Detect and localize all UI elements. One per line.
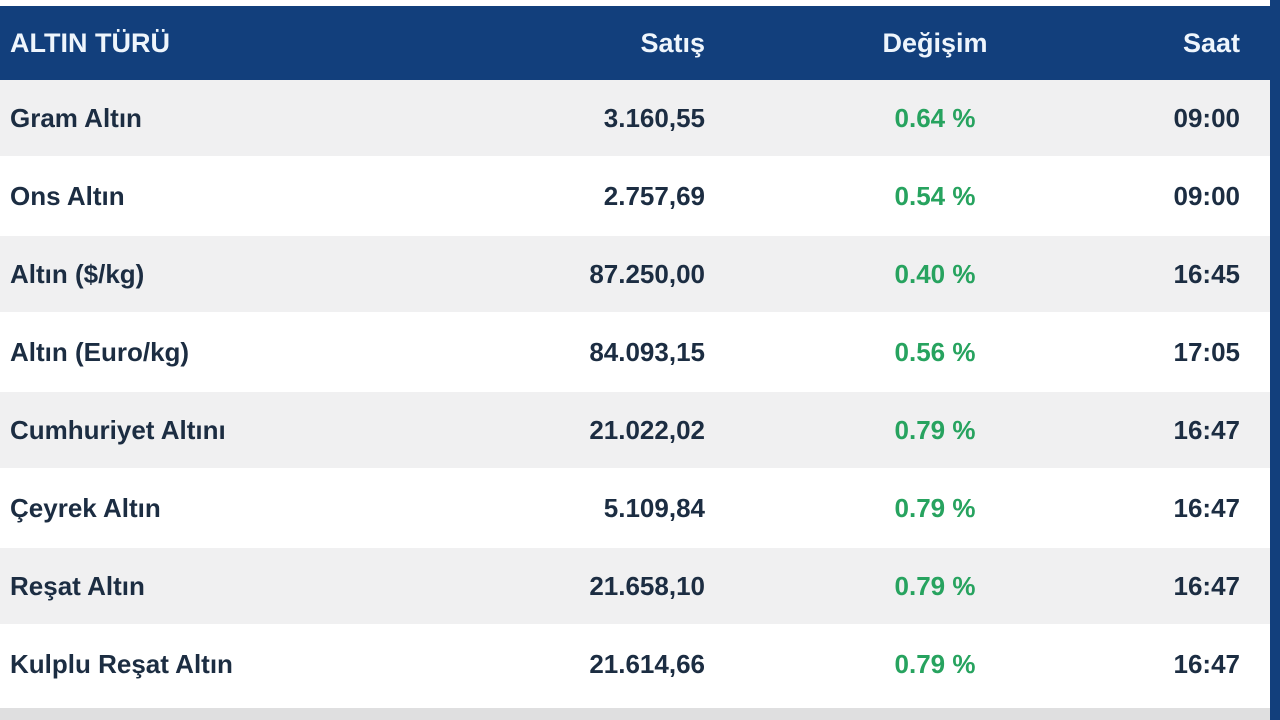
change-cell: 0.79 %	[894, 492, 976, 523]
table-row: Gram Altın 3.160,55 0.64 % 09:00	[0, 80, 1270, 158]
change-cell: 0.64 %	[894, 102, 976, 133]
change-cell: 0.79 %	[894, 414, 976, 445]
gold-type-cell: Kulplu Reşat Altın	[10, 648, 233, 679]
table-row: Cumhuriyet Altını 21.022,02 0.79 % 16:47	[0, 392, 1270, 470]
gold-type-cell: Ons Altın	[10, 180, 125, 211]
table-row: Reşat Altın 21.658,10 0.79 % 16:47	[0, 548, 1270, 626]
column-header-sale: Satış	[640, 27, 705, 58]
gold-type-cell: Reşat Altın	[10, 570, 145, 601]
table-row: Ons Altın 2.757,69 0.54 % 09:00	[0, 158, 1270, 236]
time-cell: 09:00	[1173, 102, 1241, 133]
bottom-margin	[0, 704, 1270, 708]
price-cell: 5.109,84	[603, 492, 705, 523]
column-header-time: Saat	[1182, 27, 1240, 58]
change-cell: 0.79 %	[894, 648, 976, 679]
price-cell: 3.160,55	[603, 102, 705, 133]
bottom-divider	[0, 708, 1270, 720]
gold-type-cell: Cumhuriyet Altını	[10, 414, 226, 445]
time-cell: 17:05	[1173, 336, 1241, 367]
price-cell: 2.757,69	[603, 180, 705, 211]
change-cell: 0.54 %	[894, 180, 976, 211]
change-cell: 0.79 %	[894, 570, 976, 601]
time-cell: 16:47	[1173, 570, 1241, 601]
price-cell: 21.614,66	[589, 648, 705, 679]
top-margin	[0, 0, 1280, 6]
gold-type-cell: Altın ($/kg)	[10, 258, 145, 289]
time-cell: 09:00	[1173, 180, 1241, 211]
table-row: Çeyrek Altın 5.109,84 0.79 % 16:47	[0, 470, 1270, 548]
change-cell: 0.56 %	[894, 336, 976, 367]
gold-type-cell: Çeyrek Altın	[10, 492, 161, 523]
time-cell: 16:47	[1173, 648, 1241, 679]
time-cell: 16:45	[1173, 258, 1241, 289]
table-row: Kulplu Reşat Altın 21.614,66 0.79 % 16:4…	[0, 626, 1270, 704]
column-header-change: Değişim	[882, 27, 988, 58]
price-cell: 21.022,02	[589, 414, 705, 445]
price-cell: 21.658,10	[589, 570, 705, 601]
price-cell: 87.250,00	[589, 258, 705, 289]
table-row: Altın (Euro/kg) 84.093,15 0.56 % 17:05	[0, 314, 1270, 392]
right-edge-band	[1270, 0, 1280, 720]
change-cell: 0.40 %	[894, 258, 976, 289]
gold-type-cell: Gram Altın	[10, 102, 142, 133]
table-row: Altın ($/kg) 87.250,00 0.40 % 16:45	[0, 236, 1270, 314]
time-cell: 16:47	[1173, 414, 1241, 445]
time-cell: 16:47	[1173, 492, 1241, 523]
gold-type-cell: Altın (Euro/kg)	[10, 336, 190, 367]
table-header: ALTIN TÜRÜ Satış Değişim Saat	[0, 6, 1280, 80]
price-cell: 84.093,15	[589, 336, 705, 367]
column-header-gold-type: ALTIN TÜRÜ	[10, 27, 170, 58]
